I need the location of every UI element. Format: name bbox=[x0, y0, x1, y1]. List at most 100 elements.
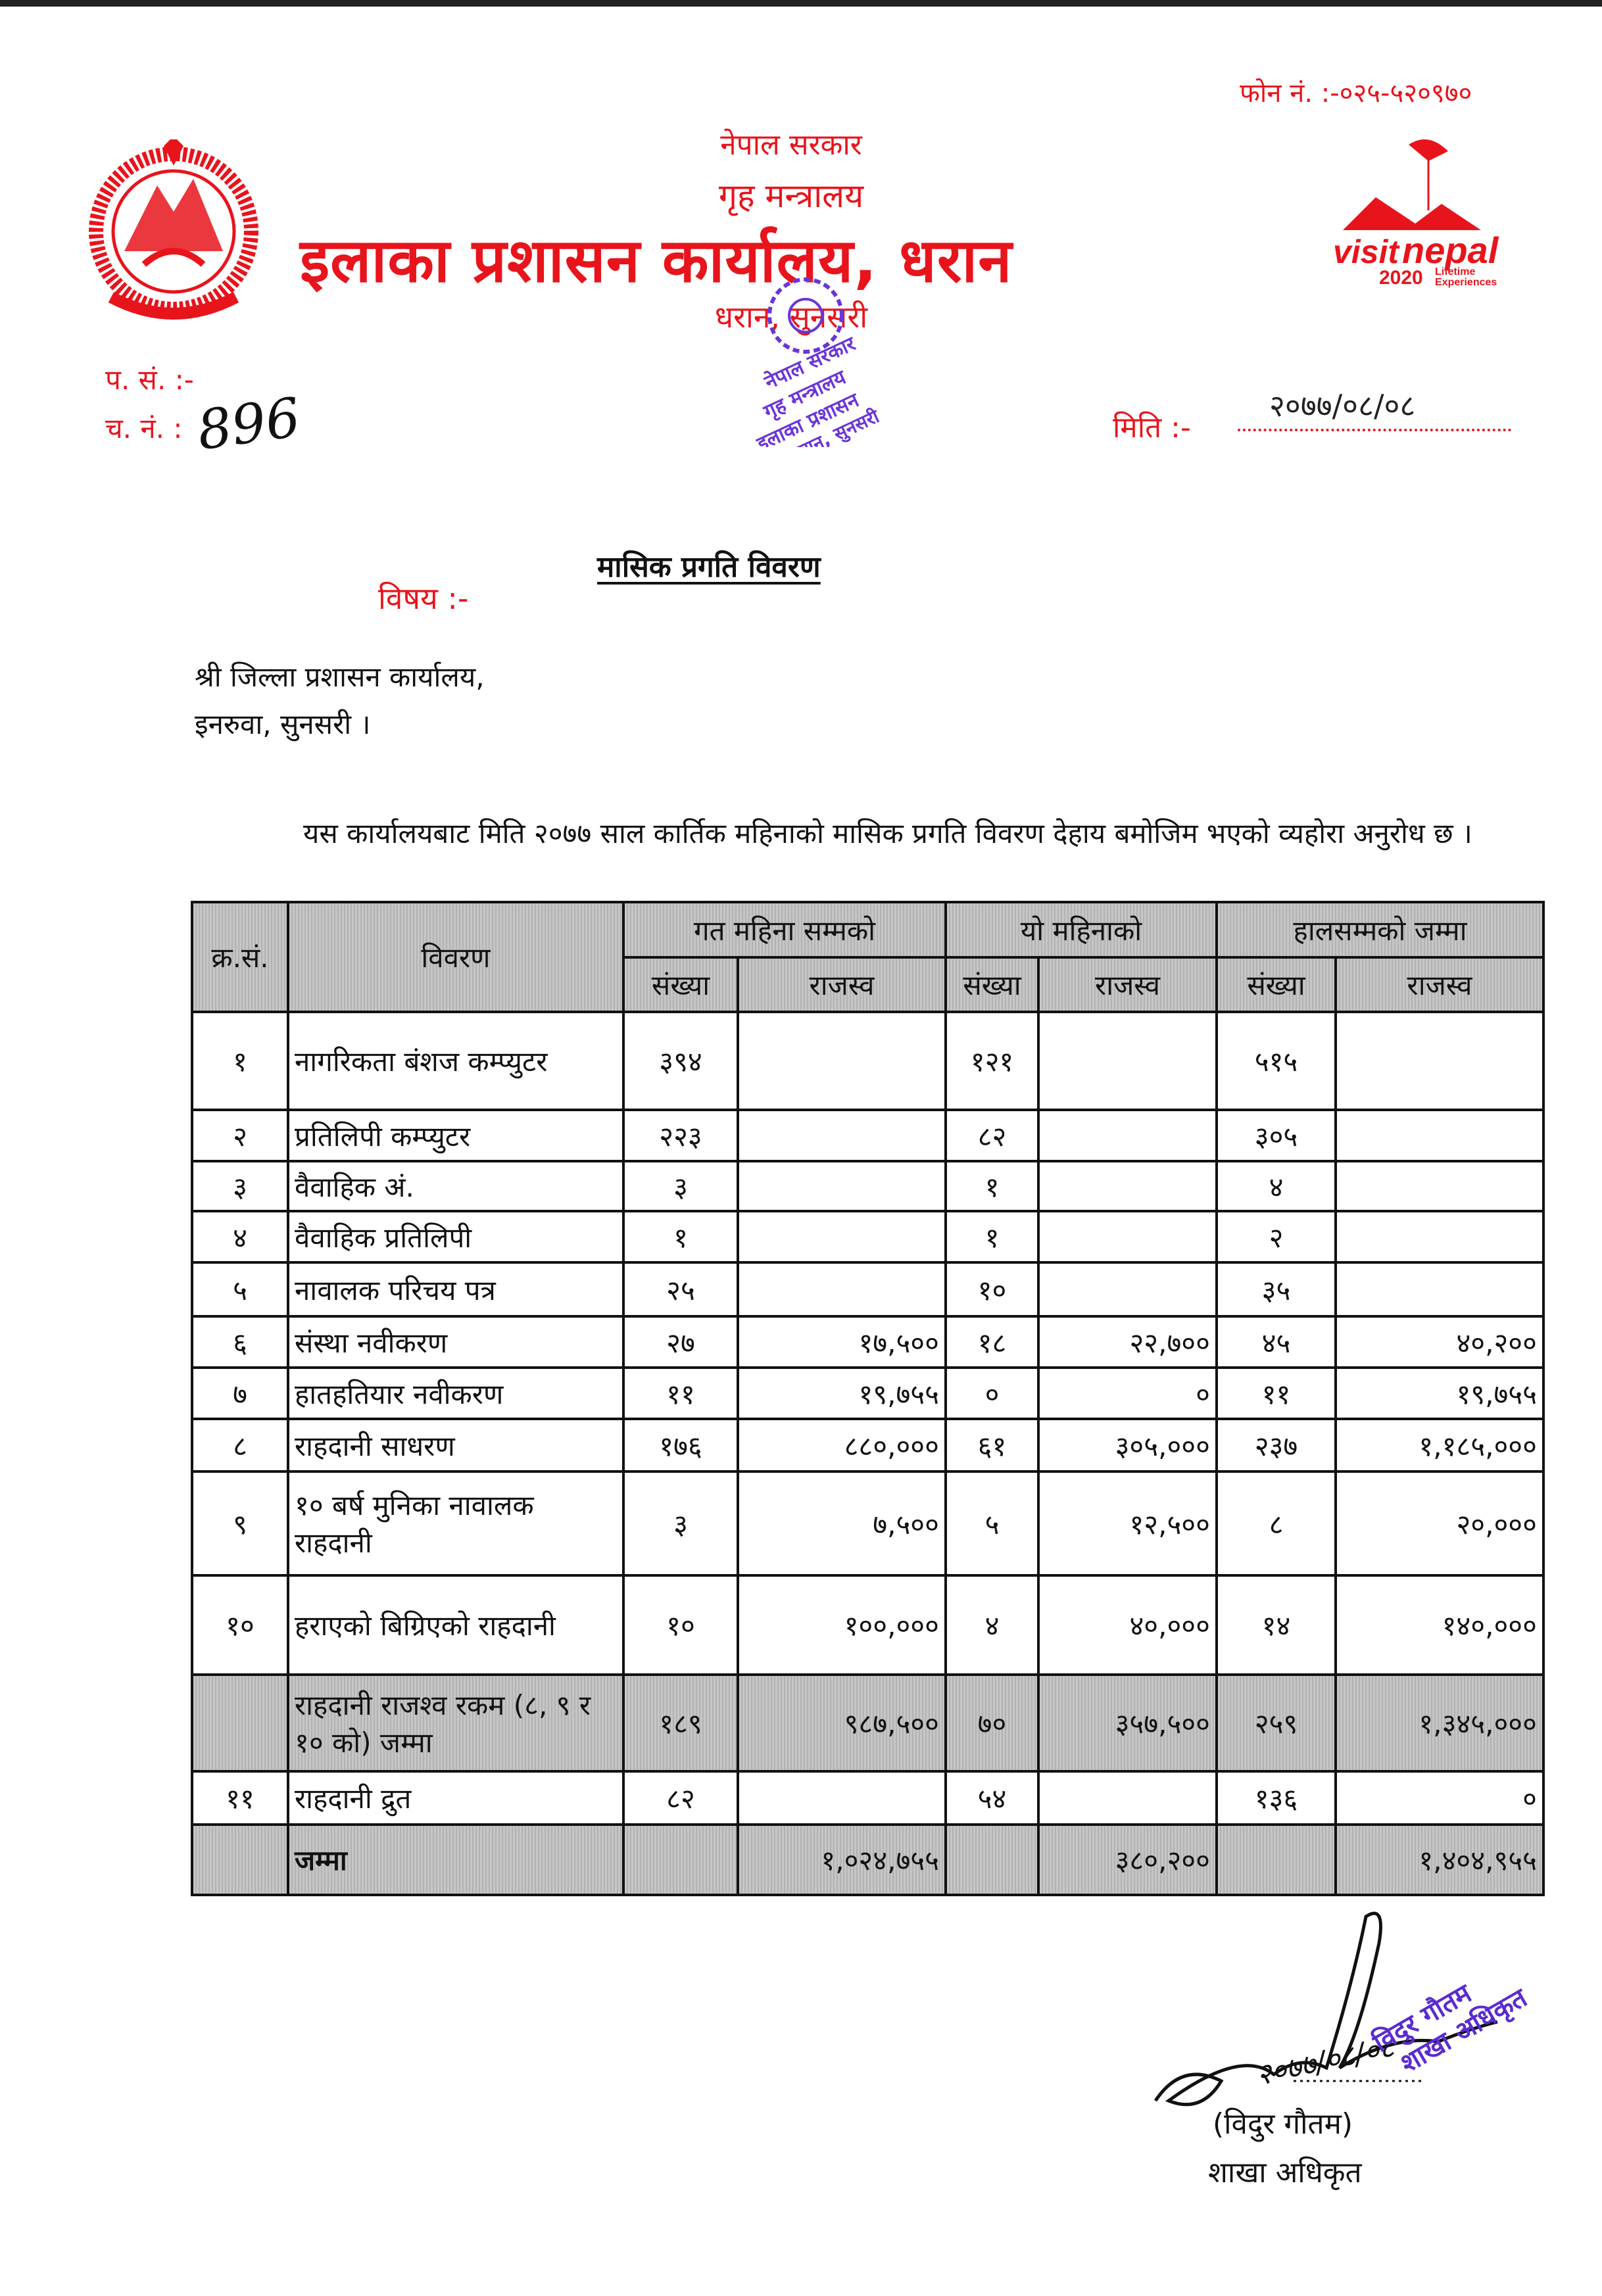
government-name: नेपाल सरकार bbox=[720, 128, 862, 162]
cell-total-revenue bbox=[1334, 1210, 1545, 1264]
cell-this-revenue bbox=[1037, 1160, 1218, 1212]
cell-prev-revenue bbox=[737, 1011, 947, 1111]
addressee-line-2: इनरुवा, सुनसरी । bbox=[195, 708, 371, 740]
cell-total-revenue: २०,००० bbox=[1334, 1470, 1545, 1577]
cell-this-count: १२१ bbox=[944, 1011, 1040, 1111]
cell-prev-revenue bbox=[737, 1261, 947, 1318]
subtotal-row: राहदानी राजश्व रकम (८, ९ र १० को) जम्मा १… bbox=[191, 1673, 1545, 1773]
svg-text:Experiences: Experiences bbox=[1435, 277, 1497, 288]
table-row: ११ राहदानी द्रुत ८२ ५४ १३६ ० bbox=[191, 1770, 1545, 1826]
cell-this-revenue: १२,५०० bbox=[1037, 1470, 1218, 1577]
cell-total-count: ३५ bbox=[1215, 1261, 1337, 1318]
cell-total-count: १३६ bbox=[1215, 1770, 1337, 1826]
cell-this-count: ४ bbox=[944, 1574, 1040, 1676]
table-row: ७ हातहतियार नवीकरण ११ १९,७५५ ० ० ११ १९,७५५ bbox=[191, 1366, 1545, 1420]
cell-total-revenue: १,१८५,००० bbox=[1334, 1418, 1545, 1473]
cell-total-count: ३०५ bbox=[1215, 1109, 1337, 1162]
cell-description: नावालक परिचय पत्र bbox=[287, 1261, 625, 1318]
cell-prev-count: २२३ bbox=[622, 1109, 739, 1162]
cell-sn: १० bbox=[191, 1574, 289, 1676]
cell-this-revenue bbox=[1037, 1109, 1218, 1162]
cell-total-revenue bbox=[1334, 1011, 1545, 1111]
cell-prev-count: ८२ bbox=[622, 1770, 739, 1826]
cell-description: हातहतियार नवीकरण bbox=[287, 1366, 625, 1420]
cell-total-revenue: ४०,२०० bbox=[1334, 1315, 1545, 1369]
cell-total-count: ४५ bbox=[1215, 1315, 1337, 1369]
handwritten-signature-icon: २०७७/०८/०८ bbox=[1153, 1911, 1498, 2107]
visit-nepal-logo-icon: visit nepal 2020 Lifetime Experiences bbox=[1333, 139, 1499, 289]
cell-this-revenue: ३५७,५०० bbox=[1037, 1673, 1218, 1773]
cell-this-count: १० bbox=[944, 1261, 1040, 1318]
cell-total-count: ११ bbox=[1215, 1366, 1337, 1420]
date-dotted-line bbox=[1238, 429, 1511, 431]
cell-description: वैवाहिक अं. bbox=[287, 1160, 625, 1212]
cell-total-revenue bbox=[1334, 1109, 1545, 1162]
addressee-line-1: श्री जिल्ला प्रशासन कार्यालय, bbox=[195, 661, 485, 693]
cell-description: प्रतिलिपी कम्प्युटर bbox=[287, 1109, 625, 1162]
cell-this-revenue: ४०,००० bbox=[1037, 1574, 1218, 1676]
header-revenue: राजस्व bbox=[1037, 956, 1218, 1013]
office-seal-stamp-icon: नेपाल सरकार गृह मन्त्रालय इलाका प्रशासन … bbox=[753, 277, 884, 447]
cell-total-count: ५१५ bbox=[1215, 1011, 1337, 1111]
header-previous-month: गत महिना सम्मको bbox=[622, 901, 947, 959]
subject-label: विषय :- bbox=[378, 581, 469, 616]
cell-prev-count: १० bbox=[622, 1574, 739, 1676]
subject-title: मासिक प्रगति विवरण bbox=[597, 550, 821, 584]
header-revenue: राजस्व bbox=[1334, 956, 1545, 1013]
cell-total-count: २५९ bbox=[1215, 1673, 1337, 1773]
cell-total-revenue: १,४०४,९५५ bbox=[1334, 1823, 1545, 1896]
cell-prev-revenue: ९८७,५०० bbox=[737, 1673, 947, 1773]
cell-description: राहदानी साधरण bbox=[287, 1418, 625, 1473]
cell-prev-revenue bbox=[737, 1210, 947, 1264]
cell-sn: ९ bbox=[191, 1470, 289, 1577]
cell-prev-count: १७६ bbox=[622, 1418, 739, 1473]
cell-sn: ११ bbox=[191, 1770, 289, 1826]
cell-prev-revenue: ८८०,००० bbox=[737, 1418, 947, 1473]
cell-this-revenue bbox=[1037, 1261, 1218, 1318]
header-description: विवरण bbox=[287, 901, 625, 1013]
cell-total-count: १४ bbox=[1215, 1574, 1337, 1676]
header-count: संख्या bbox=[1215, 956, 1337, 1013]
cell-total-revenue: १९,७५५ bbox=[1334, 1366, 1545, 1420]
table-row: १ नागरिकता बंशज कम्प्युटर ३९४ १२१ ५१५ bbox=[191, 1011, 1545, 1111]
nepal-emblem-icon bbox=[89, 139, 258, 320]
header-count: संख्या bbox=[944, 956, 1040, 1013]
cell-prev-count: ११ bbox=[622, 1366, 739, 1420]
dispatch-number-label: च. नं. : bbox=[105, 412, 183, 444]
cell-total-revenue: ० bbox=[1334, 1770, 1545, 1826]
cell-description: संस्था नवीकरण bbox=[287, 1315, 625, 1369]
header-revenue: राजस्व bbox=[737, 956, 947, 1013]
date-label: मिति :- bbox=[1113, 411, 1191, 444]
grand-total-row: जम्मा १,०२४,७५५ ३८०,२०० १,४०४,९५५ bbox=[191, 1823, 1545, 1896]
cell-this-revenue: ३८०,२०० bbox=[1037, 1823, 1218, 1896]
cell-total-revenue bbox=[1334, 1261, 1545, 1318]
cell-total-revenue: १,३४५,००० bbox=[1334, 1673, 1545, 1773]
cell-description: नागरिकता बंशज कम्प्युटर bbox=[287, 1011, 625, 1111]
cell-this-count: ६१ bbox=[944, 1418, 1040, 1473]
svg-text:visit: visit bbox=[1333, 233, 1400, 270]
cell-description: १० बर्ष मुनिका नावालक राहदानी bbox=[287, 1470, 625, 1577]
ministry-name: गृह मन्त्रालय bbox=[718, 177, 864, 215]
cell-this-count bbox=[944, 1823, 1040, 1896]
signatory-name: (विदुर गौतम) bbox=[1213, 2107, 1353, 2141]
table-row: ५ नावालक परिचय पत्र २५ १० ३५ bbox=[191, 1261, 1545, 1318]
cell-description: हराएको बिग्रिएको राहदानी bbox=[287, 1574, 625, 1676]
cell-this-count: ५४ bbox=[944, 1770, 1040, 1826]
cell-description: जम्मा bbox=[287, 1823, 625, 1896]
cell-description: वैवाहिक प्रतिलिपी bbox=[287, 1210, 625, 1264]
cell-this-count: १८ bbox=[944, 1315, 1040, 1369]
cell-sn: २ bbox=[191, 1109, 289, 1162]
header-total-to-date: हालसम्मको जम्मा bbox=[1215, 901, 1545, 959]
table-row: ३ वैवाहिक अं. ३ १ ४ bbox=[191, 1160, 1545, 1212]
date-value: २०७७/०८/०८ bbox=[1269, 388, 1416, 423]
cell-prev-revenue: १९,७५५ bbox=[737, 1366, 947, 1420]
cell-prev-count: २५ bbox=[622, 1261, 739, 1318]
cell-this-count: १ bbox=[944, 1160, 1040, 1212]
table-row: ९ १० बर्ष मुनिका नावालक राहदानी ३ ७,५०० ५ १२,… bbox=[191, 1470, 1545, 1577]
cell-this-count: ७० bbox=[944, 1673, 1040, 1773]
cell-prev-revenue: १,०२४,७५५ bbox=[737, 1823, 947, 1896]
cell-total-revenue: १४०,००० bbox=[1334, 1574, 1545, 1676]
cell-sn bbox=[191, 1673, 289, 1773]
dispatch-number-handwritten: 896 bbox=[193, 386, 304, 463]
scan-top-edge bbox=[0, 0, 1602, 7]
